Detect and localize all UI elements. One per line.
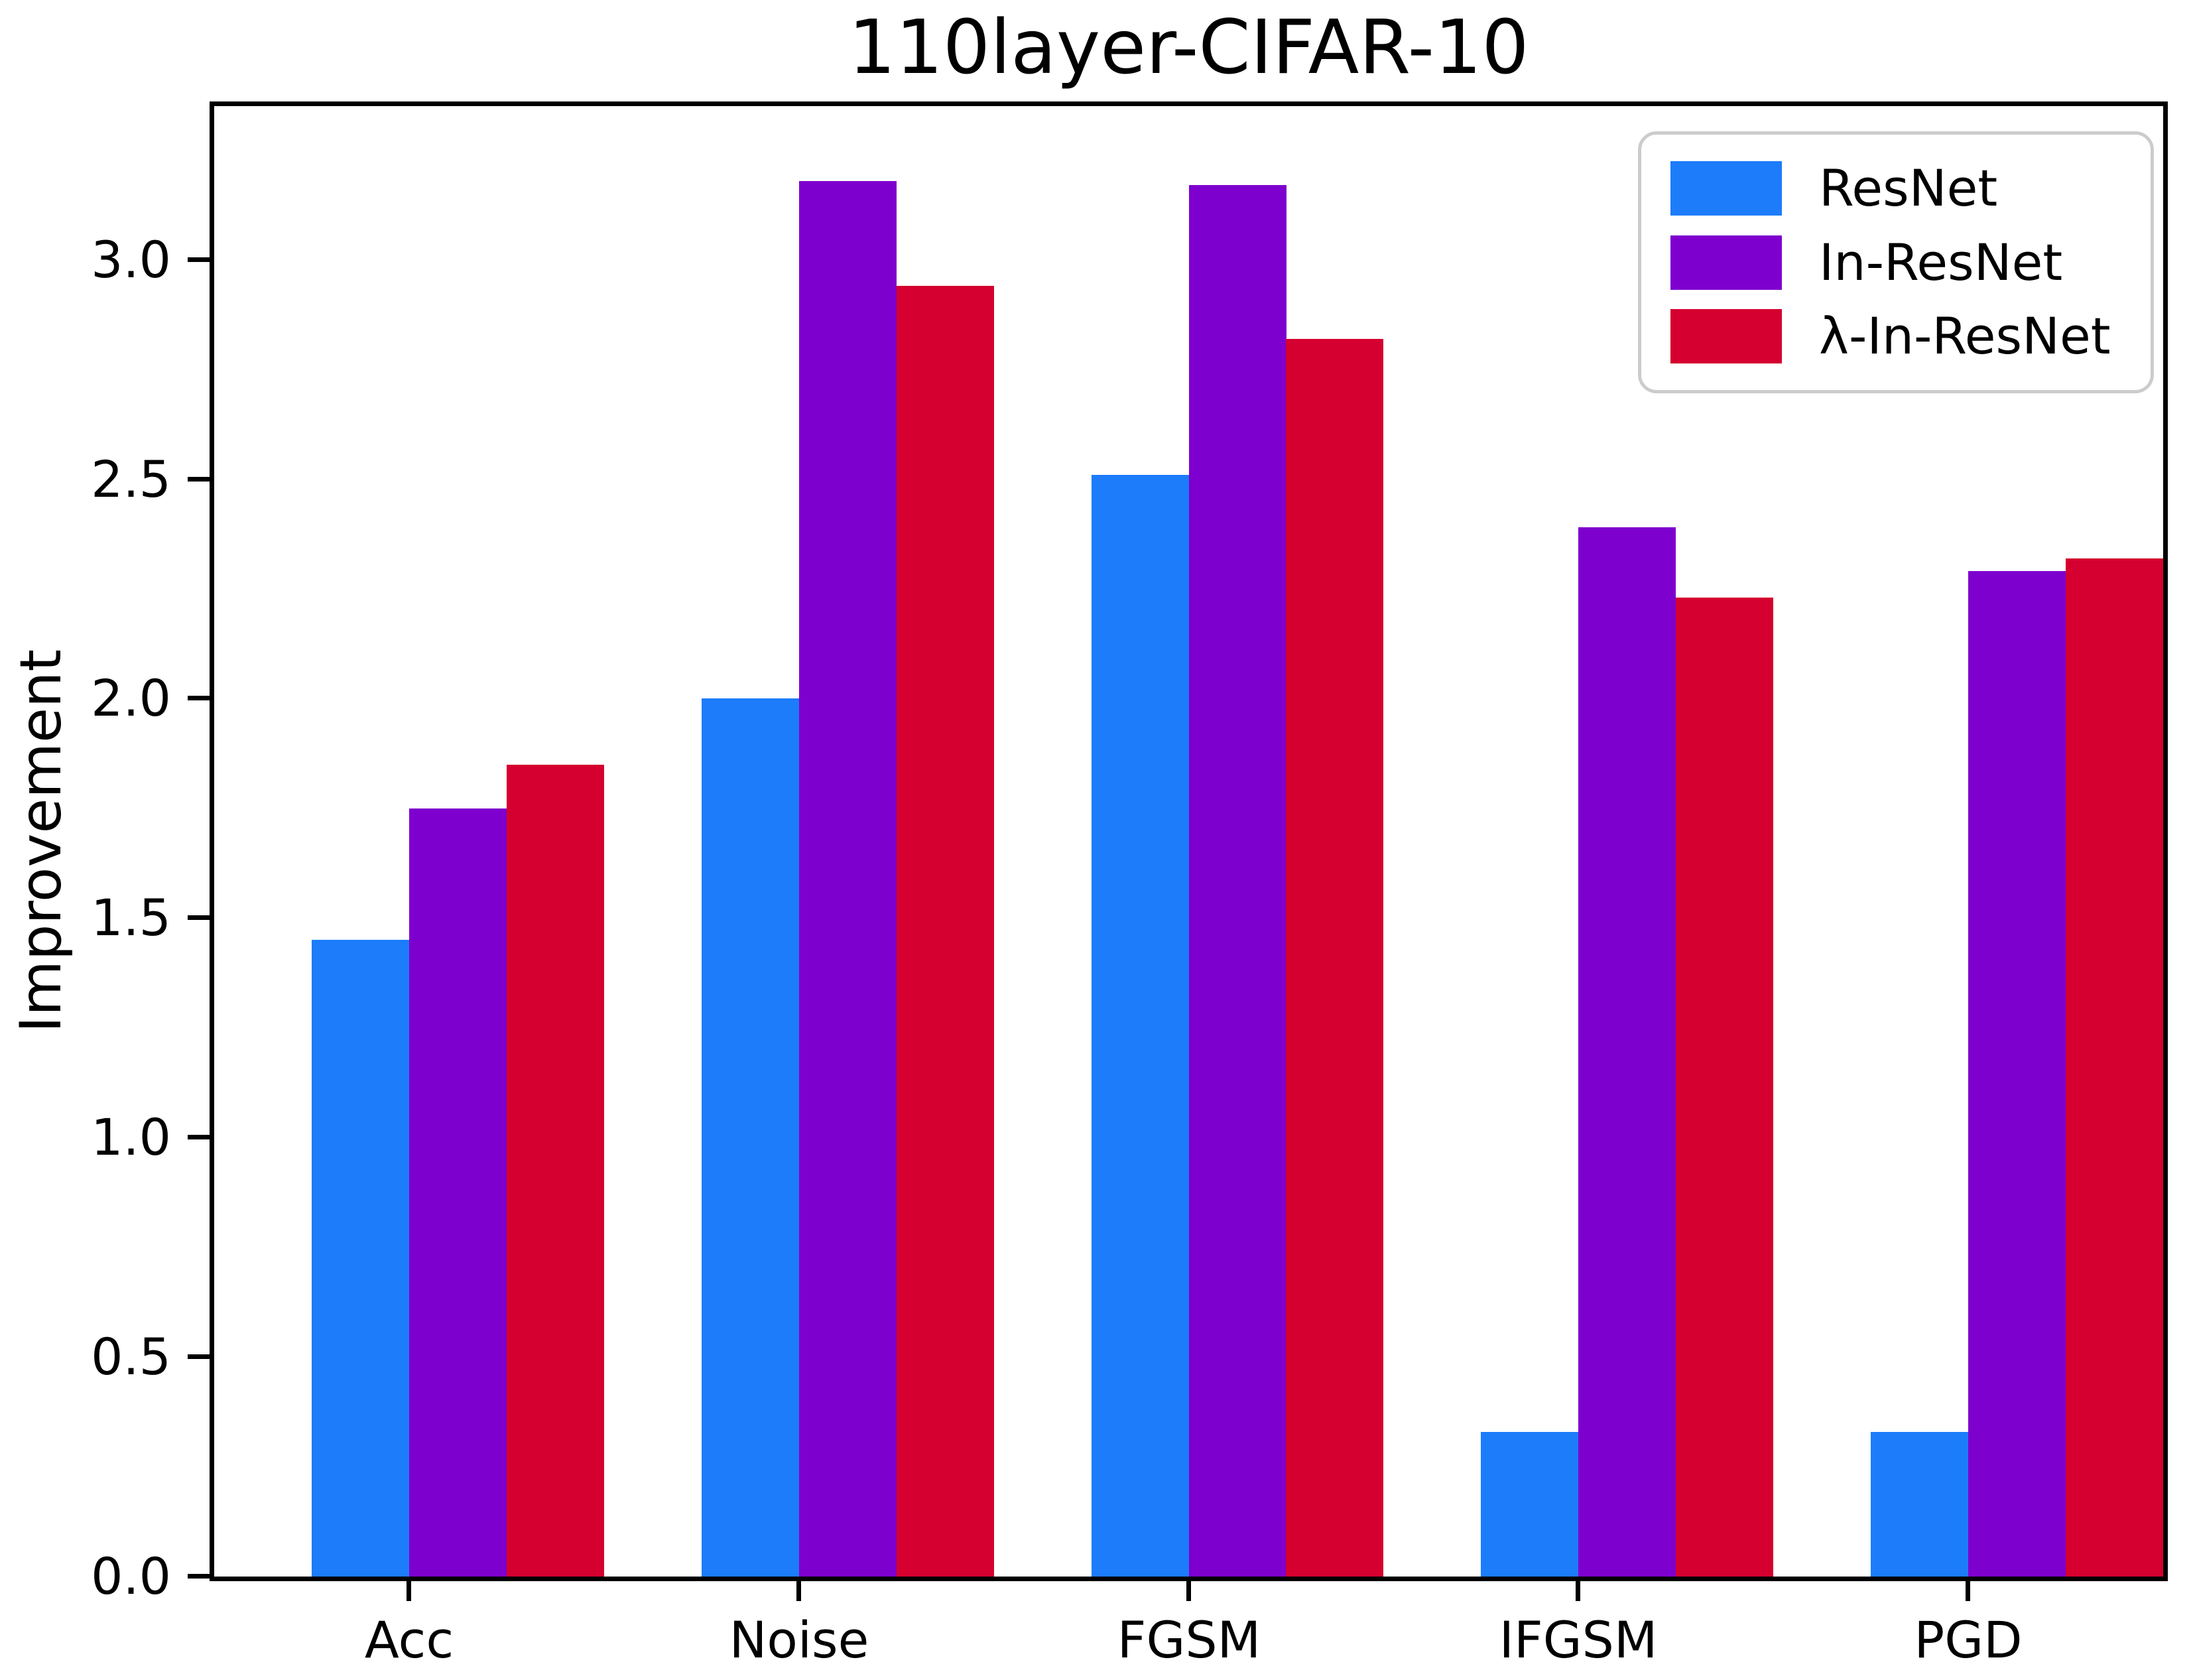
legend-swatch-λ-In-ResNet: [1670, 309, 1782, 363]
y-tick-label: 2.0: [91, 669, 171, 728]
y-tick-label: 3.0: [91, 230, 171, 289]
x-tick-mark: [1186, 1581, 1191, 1601]
x-tick-label-IFGSM: IFGSM: [1499, 1610, 1658, 1669]
bar-In-ResNet-FGSM: [1189, 185, 1286, 1577]
y-tick-label: 1.0: [91, 1108, 171, 1167]
legend-item-In-ResNet: In-ResNet: [1670, 235, 2121, 290]
bar-In-ResNet-IFGSM: [1578, 527, 1676, 1577]
y-tick-mark: [188, 1135, 210, 1139]
x-tick-label-Noise: Noise: [729, 1610, 869, 1669]
bar-λ-In-ResNet-Acc: [507, 765, 604, 1577]
legend-label-ResNet: ResNet: [1819, 159, 1998, 218]
x-tick-mark: [407, 1581, 411, 1601]
legend: ResNet In-ResNet λ-In-ResNet: [1638, 131, 2154, 393]
bar-ResNet-FGSM: [1092, 475, 1189, 1577]
y-tick-mark: [188, 915, 210, 920]
x-tick-mark: [1966, 1581, 1970, 1601]
bar-ResNet-Acc: [312, 940, 409, 1577]
y-tick-mark: [188, 696, 210, 700]
bar-In-ResNet-Acc: [409, 808, 507, 1577]
legend-swatch-ResNet: [1670, 161, 1782, 216]
y-tick-mark: [188, 257, 210, 262]
legend-label-λ-In-ResNet: λ-In-ResNet: [1819, 306, 2111, 365]
x-tick-label-Acc: Acc: [364, 1610, 454, 1669]
y-tick-label: 1.5: [91, 888, 171, 947]
bar-In-ResNet-PGD: [1968, 571, 2066, 1577]
x-tick-label-FGSM: FGSM: [1117, 1610, 1261, 1669]
bar-ResNet-PGD: [1871, 1432, 1968, 1577]
y-tick-mark: [188, 477, 210, 482]
x-tick-label-PGD: PGD: [1914, 1610, 2023, 1669]
x-tick-mark: [1576, 1581, 1580, 1601]
bar-In-ResNet-Noise: [799, 181, 897, 1577]
legend-label-In-ResNet: In-ResNet: [1819, 232, 2063, 292]
legend-item-ResNet: ResNet: [1670, 161, 2121, 216]
y-tick-mark: [188, 1354, 210, 1359]
bar-ResNet-Noise: [702, 698, 799, 1577]
x-tick-mark: [796, 1581, 801, 1601]
bar-λ-In-ResNet-PGD: [2066, 558, 2163, 1577]
bar-λ-In-ResNet-Noise: [897, 286, 994, 1577]
y-tick-label: 0.0: [91, 1547, 171, 1606]
chart-title: 110layer-CIFAR-10: [848, 5, 1529, 91]
y-tick-label: 2.5: [91, 450, 171, 509]
bar-ResNet-IFGSM: [1481, 1432, 1578, 1577]
y-tick-label: 0.5: [91, 1327, 171, 1386]
legend-item-λ-In-ResNet: λ-In-ResNet: [1670, 309, 2121, 363]
legend-swatch-In-ResNet: [1670, 235, 1782, 290]
y-tick-mark: [188, 1574, 210, 1579]
bar-λ-In-ResNet-FGSM: [1286, 339, 1383, 1577]
bar-λ-In-ResNet-IFGSM: [1676, 598, 1773, 1577]
